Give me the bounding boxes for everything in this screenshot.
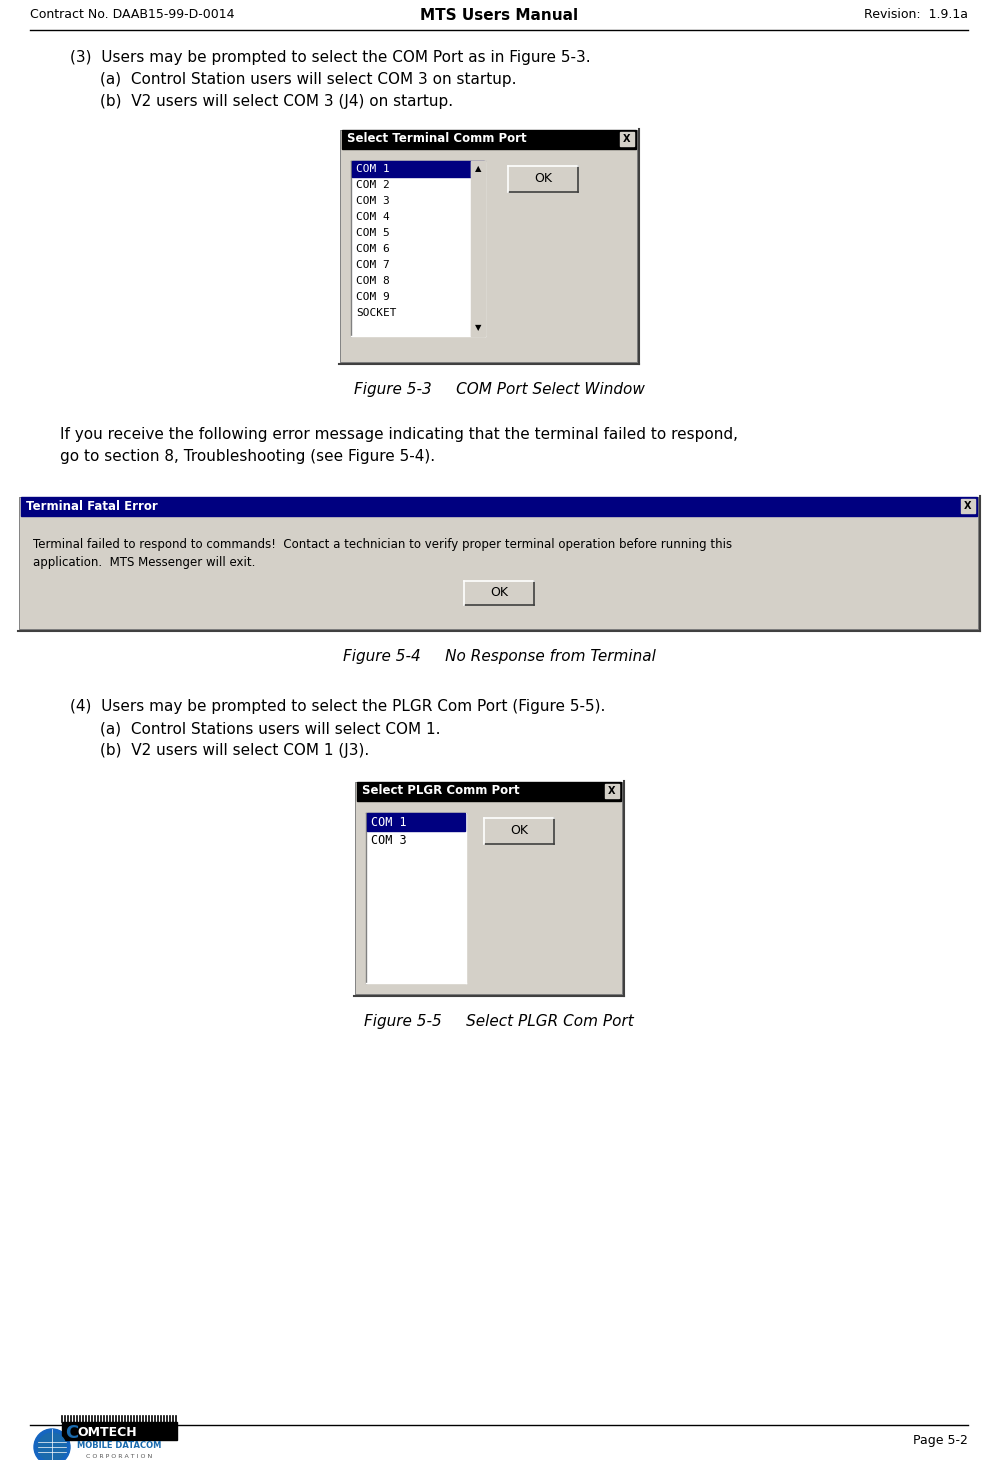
Text: COM 6: COM 6	[356, 244, 390, 254]
Text: Figure 5-5     Select PLGR Com Port: Figure 5-5 Select PLGR Com Port	[364, 1015, 634, 1029]
Text: (4)  Users may be prompted to select the PLGR Com Port (Figure 5-5).: (4) Users may be prompted to select the …	[70, 699, 606, 714]
Text: COM 2: COM 2	[356, 180, 390, 190]
Text: Figure 5-3     COM Port Select Window: Figure 5-3 COM Port Select Window	[353, 383, 645, 397]
Text: COM 3: COM 3	[356, 196, 390, 206]
Text: OK: OK	[490, 587, 508, 600]
Text: (b)  V2 users will select COM 1 (J3).: (b) V2 users will select COM 1 (J3).	[100, 743, 369, 758]
Bar	[465, 583, 533, 604]
Bar	[367, 815, 465, 983]
Text: (a)  Control Station users will select COM 3 on startup.: (a) Control Station users will select CO…	[100, 72, 517, 88]
Text: COM 5: COM 5	[356, 228, 390, 238]
Bar	[620, 131, 634, 146]
Text: Figure 5-4     No Response from Terminal: Figure 5-4 No Response from Terminal	[342, 650, 656, 664]
Bar	[18, 496, 980, 631]
Text: MTS Users Manual: MTS Users Manual	[420, 7, 578, 23]
Text: COM 1: COM 1	[371, 816, 406, 828]
Bar	[356, 783, 622, 994]
Text: go to section 8, Troubleshooting (see Figure 5-4).: go to section 8, Troubleshooting (see Fi…	[60, 450, 435, 464]
Text: OK: OK	[534, 172, 552, 185]
Text: X: X	[608, 785, 616, 796]
Bar	[961, 499, 975, 512]
Text: Contract No. DAAB15-99-D-0014: Contract No. DAAB15-99-D-0014	[30, 7, 235, 20]
Bar	[341, 131, 637, 362]
Text: C O R P O R A T I O N: C O R P O R A T I O N	[86, 1454, 152, 1460]
Bar	[605, 784, 619, 799]
Text: Select Terminal Comm Port: Select Terminal Comm Port	[347, 133, 527, 146]
Text: ▲: ▲	[475, 165, 481, 174]
Bar	[485, 819, 553, 842]
Text: COM 9: COM 9	[356, 292, 390, 302]
Text: OMTECH: OMTECH	[77, 1426, 137, 1440]
Bar	[354, 781, 624, 996]
Text: Revision:  1.9.1a: Revision: 1.9.1a	[864, 7, 968, 20]
Bar	[357, 783, 621, 802]
Text: Terminal Fatal Error: Terminal Fatal Error	[26, 499, 158, 512]
Text: COM 1: COM 1	[356, 164, 390, 174]
Text: OK: OK	[510, 825, 528, 838]
Text: application.  MTS Messenger will exit.: application. MTS Messenger will exit.	[33, 556, 255, 569]
Circle shape	[34, 1429, 70, 1460]
Text: Page 5-2: Page 5-2	[913, 1434, 968, 1447]
Text: X: X	[964, 501, 972, 511]
Bar	[62, 1422, 177, 1440]
Text: COM 4: COM 4	[356, 212, 390, 222]
Text: MOBILE DATACOM: MOBILE DATACOM	[77, 1441, 162, 1450]
Text: (a)  Control Stations users will select COM 1.: (a) Control Stations users will select C…	[100, 721, 440, 736]
Bar	[471, 320, 485, 336]
Bar	[471, 161, 485, 177]
Bar	[21, 496, 977, 515]
Bar	[20, 498, 978, 629]
Bar	[509, 166, 577, 191]
Bar	[471, 161, 485, 336]
Text: Terminal failed to respond to commands!  Contact a technician to verify proper t: Terminal failed to respond to commands! …	[33, 537, 733, 550]
Text: C: C	[65, 1424, 78, 1442]
Text: COM 8: COM 8	[356, 276, 390, 286]
Bar	[352, 162, 484, 334]
Bar	[342, 130, 636, 149]
Text: (b)  V2 users will select COM 3 (J4) on startup.: (b) V2 users will select COM 3 (J4) on s…	[100, 93, 453, 110]
Text: If you receive the following error message indicating that the terminal failed t: If you receive the following error messa…	[60, 426, 738, 442]
Text: Select PLGR Comm Port: Select PLGR Comm Port	[362, 784, 520, 797]
Text: X: X	[623, 134, 631, 145]
Bar	[367, 813, 465, 831]
Bar	[339, 128, 639, 364]
Text: SOCKET: SOCKET	[356, 308, 396, 318]
Text: (3)  Users may be prompted to select the COM Port as in Figure 5-3.: (3) Users may be prompted to select the …	[70, 50, 591, 66]
Text: COM 7: COM 7	[356, 260, 390, 270]
Bar	[352, 161, 484, 177]
Text: ▼: ▼	[475, 324, 481, 333]
Circle shape	[38, 1434, 66, 1460]
Bar	[472, 177, 484, 193]
Text: COM 3: COM 3	[371, 834, 406, 847]
